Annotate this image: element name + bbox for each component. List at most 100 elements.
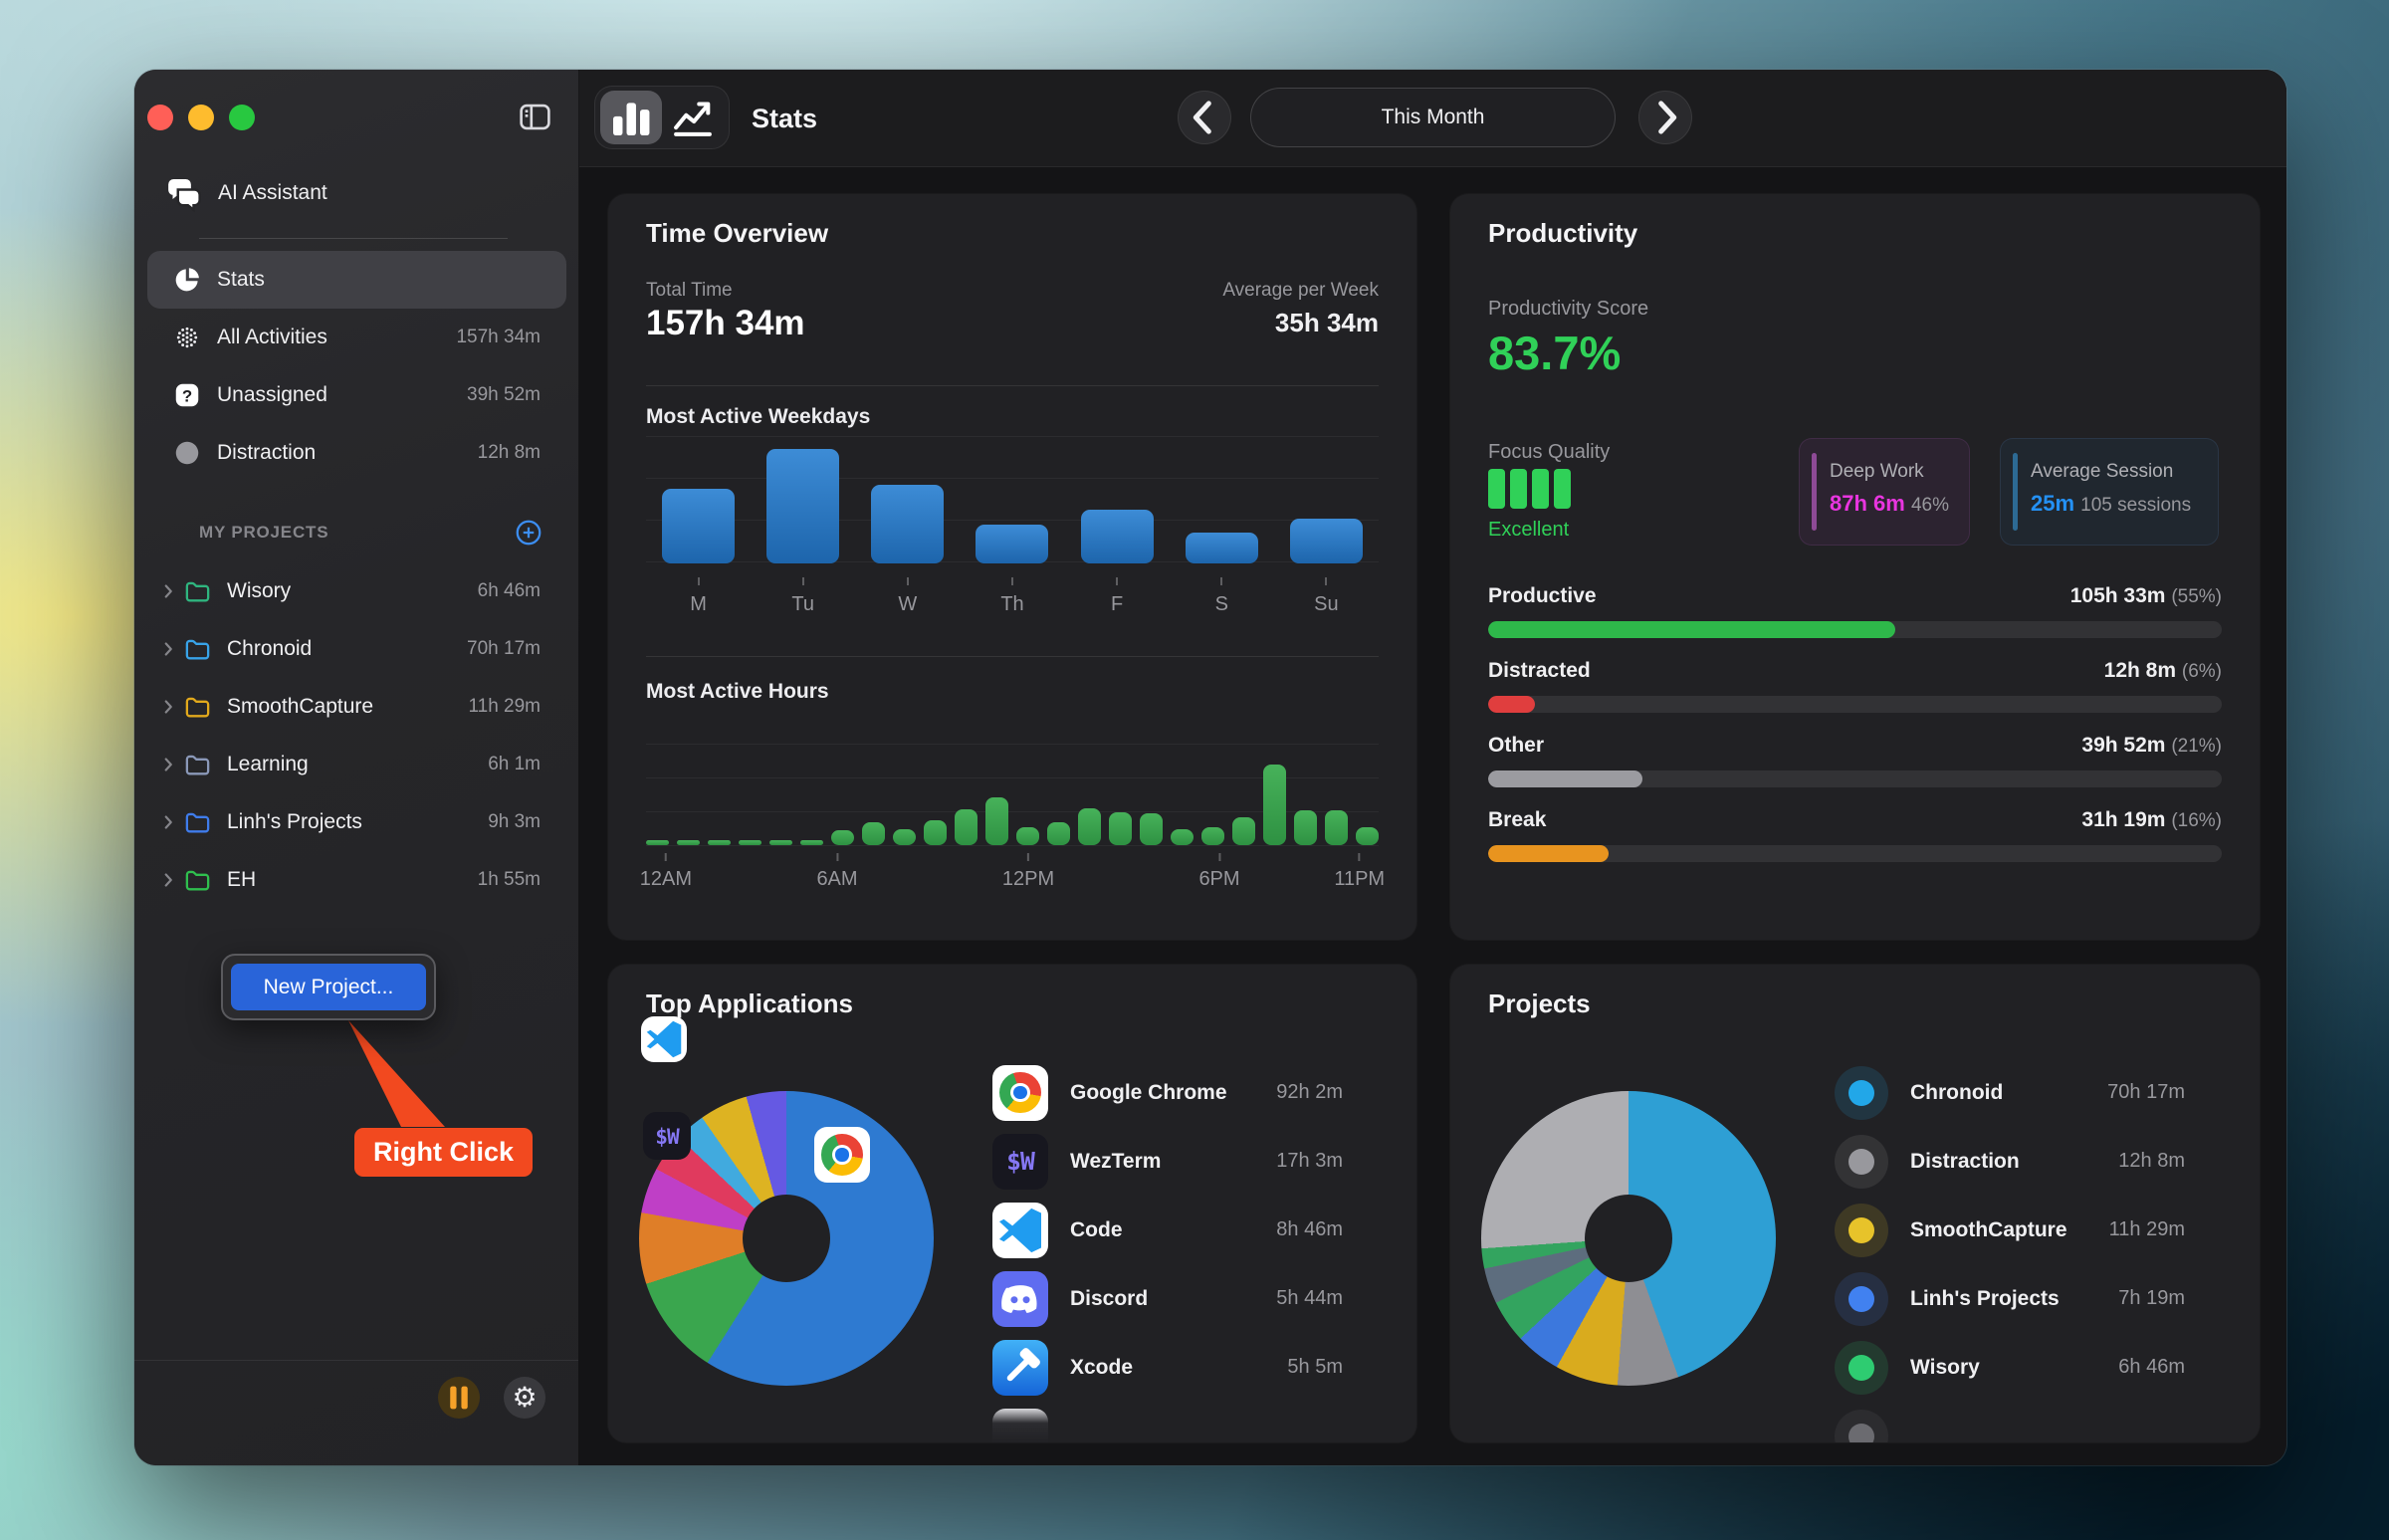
sidebar-item[interactable]: Stats [147,251,566,309]
period-selector[interactable]: This Month [1250,88,1616,147]
sidebar-item[interactable]: Distraction 12h 8m [147,424,566,482]
category-row: Distracted 12h 8m (6%) [1488,659,2222,713]
chevron-right-icon[interactable] [157,696,179,718]
hour-bar-18 [1201,827,1224,845]
sidebar-item-value: 39h 52m [467,384,541,405]
project-color-dot [1835,1203,1888,1257]
project-time: 6h 46m [2118,1356,2185,1378]
app-partial-icon [992,1408,1048,1442]
application-row: Google Chrome 92h 2m [992,1058,1343,1127]
hour-tick-label: 11PM [1334,853,1385,891]
sidebar-project-item[interactable]: Wisory 6h 46m [147,562,566,620]
project-label: Learning [227,753,309,775]
category-percent: (16%) [2171,810,2222,831]
application-row [992,1402,1343,1442]
sidebar-item-value: 12h 8m [477,442,541,463]
category-progress-track [1488,770,2222,787]
weekday-bar-Tu [766,449,840,563]
sidebar-project-item[interactable]: SmoothCapture 11h 29m [147,678,566,736]
hour-bar-1 [677,840,700,845]
hour-bar-15 [1109,812,1132,845]
hour-tick-label: 6AM [816,853,857,891]
application-name: Google Chrome [1070,1080,1227,1104]
sidebar-project-item[interactable]: Learning 6h 1m [147,736,566,793]
project-color-dot [1835,1340,1888,1395]
hour-tick-label: 12PM [1002,853,1054,891]
project-value: 11h 29m [468,696,541,717]
hour-bar-14 [1078,808,1101,845]
new-project-menu-item[interactable]: New Project... [231,964,426,1010]
hour-bar-16 [1140,813,1163,845]
app-window: AI Assistant Stats All Activities 157h 3… [134,70,2286,1465]
project-name: Chronoid [1910,1080,2004,1104]
project-name: Distraction [1910,1149,2020,1173]
application-time: 5h 5m [1287,1356,1343,1378]
session-count: 105 sessions [2080,495,2192,516]
chrome-icon [992,1064,1048,1121]
total-time-label: Total Time [646,280,733,301]
hour-bar-6 [831,830,854,845]
sidebar-footer: ⚙ [438,1377,545,1419]
card-title: Projects [1488,989,1591,1018]
weekday-tick-label: S [1170,577,1274,616]
close-button[interactable] [147,105,173,130]
previous-period-button[interactable] [1178,91,1231,144]
category-row: Other 39h 52m (21%) [1488,734,2222,787]
line-chart-view-tab[interactable] [662,91,724,144]
deep-work-label: Deep Work [1830,461,1924,482]
top-applications-card: Top Applications $W Google Chrome [608,965,1416,1442]
project-value: 1h 55m [477,869,541,890]
average-session-badge: Average Session 25m 105 sessions [2001,439,2218,545]
focus-quality-label: Focus Quality [1488,441,1611,463]
discord-icon [992,1270,1048,1327]
sidebar-project-item[interactable]: Linh's Projects 9h 3m [147,793,566,851]
settings-button[interactable]: ⚙ [504,1377,545,1419]
weekday-bar-Th [976,525,1049,563]
category-progress-fill [1488,696,1536,713]
project-legend-row: Chronoid 70h 17m [1835,1058,2185,1127]
next-period-button[interactable] [1638,91,1692,144]
weekday-bar-chart [646,449,1379,563]
sidebar-item[interactable]: All Activities 157h 34m [147,309,566,366]
application-name: WezTerm [1070,1149,1162,1173]
sidebar-project-item[interactable]: Chronoid 70h 17m [147,620,566,678]
sidebar: AI Assistant Stats All Activities 157h 3… [134,70,579,1465]
chrome-icon [814,1127,870,1183]
window-controls [147,105,255,130]
hour-bar-10 [955,809,977,845]
toolbar: Stats This Month [579,70,2286,167]
sidebar-item[interactable]: ? Unassigned 39h 52m [147,366,566,424]
hour-bar-7 [862,822,885,845]
application-row: Discord 5h 44m [992,1264,1343,1333]
category-label: Productive [1488,584,1597,607]
projects-card: Projects Chronoid 70h 17m [1450,965,2260,1442]
chevron-right-icon[interactable] [157,638,179,660]
project-time: 11h 29m [2108,1218,2185,1240]
project-time: 7h 19m [2118,1287,2185,1309]
project-color-dot [1835,1065,1888,1120]
minimize-button[interactable] [188,105,214,130]
chevron-right-icon[interactable] [157,811,179,833]
project-legend-row: SmoothCapture 11h 29m [1835,1196,2185,1264]
pause-tracking-button[interactable] [438,1377,480,1419]
question-icon: ? [172,380,202,410]
add-project-button[interactable] [514,518,543,548]
bar-chart-view-tab[interactable] [600,91,662,144]
zoom-button[interactable] [229,105,255,130]
chevron-right-icon[interactable] [157,869,179,891]
category-progress-track [1488,845,2222,862]
sidebar-project-item[interactable]: EH 1h 55m [147,851,566,909]
project-color-dot [1835,1409,1888,1442]
chevron-right-icon[interactable] [157,580,179,602]
application-name: Xcode [1070,1355,1134,1379]
badge-accent-bar [1812,453,1817,531]
weekday-bar-M [662,489,736,563]
sidebar-toggle-button[interactable] [517,99,553,135]
category-value: 12h 8m [2103,659,2177,682]
project-color-dot [1835,1134,1888,1189]
sidebar-item-ai-assistant[interactable]: AI Assistant [162,169,550,217]
page-title: Stats [752,103,818,133]
projects-section-header: MY PROJECTS [199,518,553,548]
productivity-score-label: Productivity Score [1488,298,1649,320]
chevron-right-icon[interactable] [157,754,179,775]
